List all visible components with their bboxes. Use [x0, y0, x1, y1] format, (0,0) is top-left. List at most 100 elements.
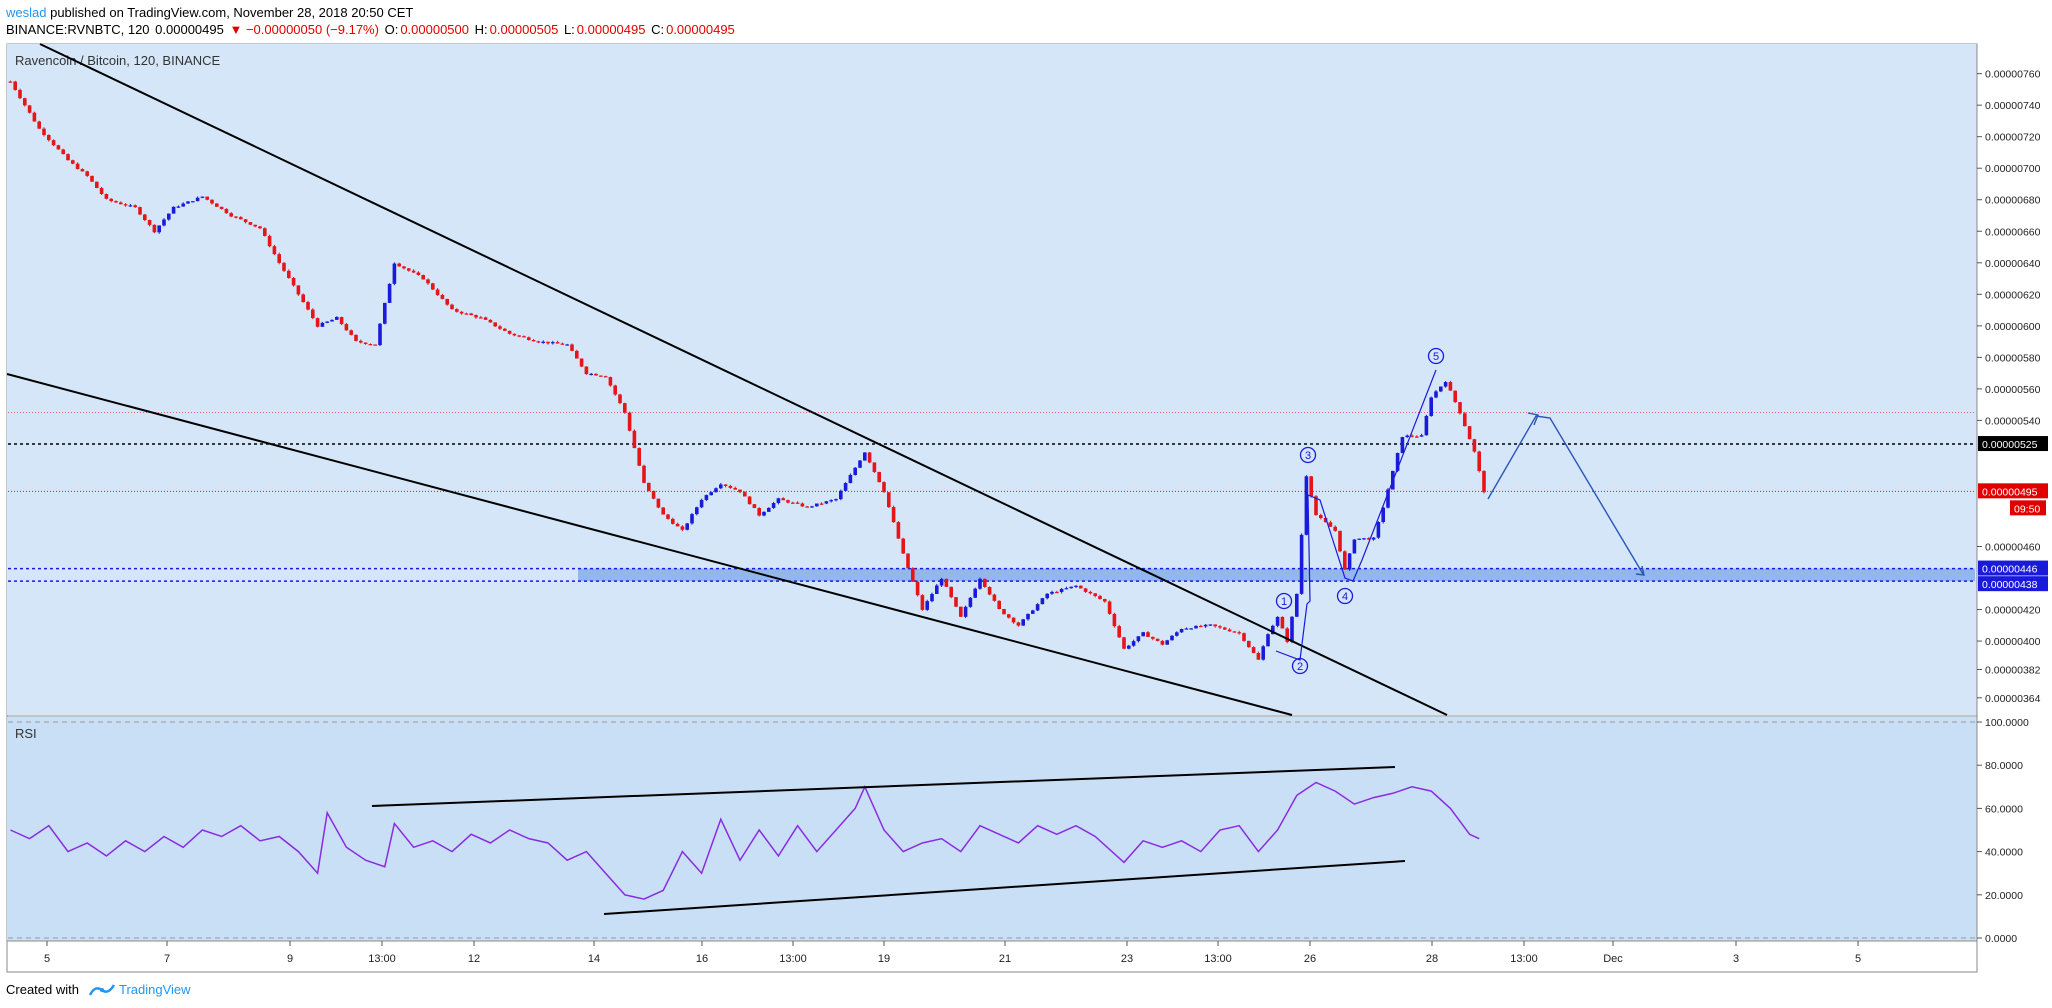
rsi-series — [8, 721, 1975, 939]
candle-body — [1304, 476, 1309, 535]
price-label-box — [1978, 576, 2048, 592]
candle-body — [795, 502, 800, 504]
candle-body — [450, 304, 454, 310]
candle-body — [776, 498, 781, 504]
candle-body — [1266, 634, 1270, 647]
candle-body — [431, 283, 435, 290]
candle-body — [42, 128, 46, 135]
author-link[interactable]: weslad — [6, 5, 47, 20]
candle-body — [1194, 625, 1198, 629]
wave-label: 2 — [1297, 661, 1303, 673]
rsi-pane[interactable] — [7, 717, 1977, 941]
candle-body — [277, 254, 281, 263]
candle-body — [872, 462, 877, 472]
candle-body — [594, 373, 598, 376]
candle-body — [1002, 608, 1006, 615]
candle-body — [1227, 629, 1232, 632]
candle-body — [1011, 617, 1016, 623]
candle-body — [123, 204, 128, 206]
candle-body — [853, 467, 857, 475]
candle-body — [920, 595, 925, 610]
candle-body — [1213, 624, 1217, 627]
candle-body — [536, 341, 541, 343]
rsi-line — [10, 781, 1480, 900]
candle-body — [1088, 591, 1093, 594]
candle-body — [959, 606, 963, 617]
time-axis-label: 26 — [1304, 953, 1316, 965]
candle-body — [1352, 539, 1357, 554]
candle-body — [1448, 382, 1453, 391]
open-value: 0.00000500 — [400, 22, 469, 37]
candle-body — [1155, 638, 1160, 641]
candle-body — [243, 219, 248, 223]
candle-body — [66, 154, 70, 161]
candle-body — [287, 270, 291, 278]
rsi-axis-label: 40.0000 — [1985, 847, 2023, 859]
candle-body — [1064, 588, 1069, 590]
candle-body — [1280, 616, 1285, 629]
candle-body — [1319, 515, 1323, 519]
candle-body — [1136, 636, 1141, 642]
candle-body — [867, 452, 872, 463]
candle-body — [167, 213, 171, 220]
price-pane[interactable] — [7, 44, 1977, 715]
candle-body — [181, 203, 185, 207]
price-axis-label: 0.00000720 — [1985, 132, 2041, 144]
candle-body — [647, 482, 651, 491]
candle-body — [1347, 553, 1352, 570]
candle-body — [1050, 591, 1054, 594]
price-axis-label: 0.00000420 — [1985, 605, 2041, 617]
candle-body — [80, 169, 85, 172]
candle-body — [1103, 599, 1107, 602]
candle-body — [613, 385, 617, 395]
candle-body — [1309, 476, 1313, 497]
candle-body — [459, 311, 464, 314]
candle-body — [632, 430, 637, 449]
candle-body — [1112, 613, 1117, 627]
candle-body — [843, 483, 848, 491]
candle-body — [258, 226, 262, 229]
candle-body — [248, 222, 253, 225]
candle-body — [968, 597, 973, 607]
candle-body — [435, 289, 440, 296]
candle-body — [402, 266, 406, 269]
candle-body — [637, 448, 641, 466]
candle-body — [1146, 632, 1150, 637]
tradingview-link[interactable]: TradingView — [88, 982, 191, 997]
candle-body — [397, 263, 401, 267]
candle-body — [488, 319, 493, 323]
rsi-axis-label: 80.0000 — [1985, 760, 2023, 772]
candle-body — [133, 205, 137, 208]
candle-body — [1271, 625, 1275, 635]
candle-body — [1419, 435, 1424, 437]
candle-body — [344, 324, 349, 331]
candle-body — [896, 522, 901, 539]
candle-body — [378, 323, 382, 346]
candle-body — [1175, 632, 1179, 636]
close-value: 0.00000495 — [666, 22, 735, 37]
rsi-axis-label: 100.0000 — [1985, 717, 2029, 729]
candle-body — [104, 194, 109, 199]
candle-body — [973, 588, 977, 598]
candle-body — [349, 330, 353, 335]
price-label-text: 0.00000495 — [1982, 486, 2038, 498]
candle-body — [1261, 646, 1265, 660]
candle-body — [416, 272, 421, 275]
candle-body — [61, 149, 65, 155]
candle-body — [229, 213, 233, 217]
candle-body — [253, 224, 257, 227]
candle-body — [162, 219, 166, 226]
candle-body — [1093, 593, 1097, 597]
candle-body — [493, 322, 497, 327]
publish-text: published on TradingView.com, November 2… — [50, 5, 414, 20]
candle-body — [440, 295, 445, 299]
candle-body — [37, 121, 41, 129]
candle-body — [306, 302, 310, 310]
time-axis-label: 13:00 — [368, 953, 396, 965]
candle-body — [546, 341, 550, 344]
low-value: 0.00000495 — [576, 22, 646, 37]
candle-body — [690, 514, 694, 524]
candle-body — [819, 503, 824, 505]
candle-body — [1415, 436, 1419, 438]
